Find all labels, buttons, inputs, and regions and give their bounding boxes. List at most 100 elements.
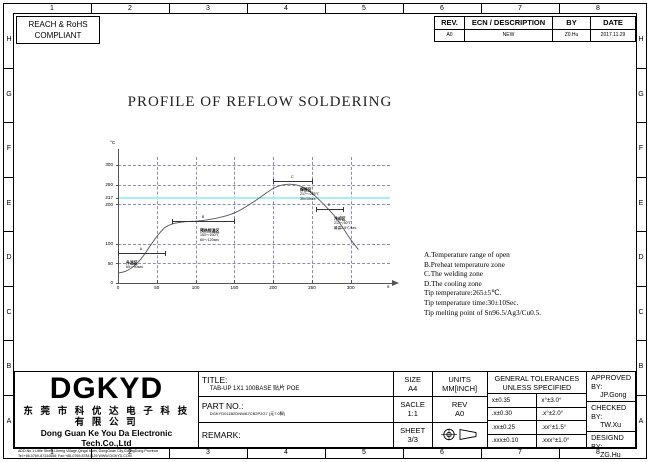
chart-y-tick-label: 217 <box>105 194 113 200</box>
designed-by-label: DESIGND BY: <box>591 433 624 451</box>
chart-span-bar-C <box>273 181 312 182</box>
compliance-line-1: REACH & RoHS <box>28 20 88 29</box>
process-note-6: Tip temperature time:30±10Sec. <box>424 297 519 307</box>
border-tick <box>403 3 404 13</box>
chart-gridline-h <box>118 204 390 206</box>
chart-y-tick <box>116 263 119 265</box>
chart-x-tick <box>195 280 197 283</box>
chart-x-tick-label: 300 <box>346 285 355 290</box>
field-title-value: TAB-UP 1X1 100BASE 贴片 POE <box>209 386 300 393</box>
chart-annotation-B: 预热恒温区 150～200℃ 60～120sec <box>200 228 219 242</box>
tolerance-header-line-2: UNLESS SPECIFIED <box>502 382 572 392</box>
approved-by-label: APPROVED BY: <box>591 373 632 391</box>
tolerance-row: x±0.35 x°±3.0° <box>487 394 587 408</box>
border-tick <box>247 449 248 459</box>
chart-y-tick <box>116 164 119 166</box>
scale-cell: SACLE 1:1 <box>393 397 432 423</box>
field-title-label: TITLE: <box>201 375 228 386</box>
border-zone-row-A: A <box>6 417 12 425</box>
tolerance-table: GENERAL TOLERANCES UNLESS SPECIFIED x±0.… <box>487 372 588 447</box>
border-tick <box>3 340 13 341</box>
field-remark: REMARK: <box>199 423 393 447</box>
process-note-2: B.Preheat temperature zone <box>424 259 505 269</box>
border-tick <box>91 449 92 459</box>
checked-by-value: TW.Xu <box>600 422 622 429</box>
revision-header-description: ECN / DESCRIPTION <box>465 17 553 29</box>
border-zone-col-8: 8 <box>596 5 600 12</box>
scale-label: SACLE <box>400 400 425 410</box>
title-block: DGKYD 东 莞 市 科 优 达 电 子 科 技 有 限 公 司 Dong G… <box>14 371 636 459</box>
chart-annotation-line-A-1: 60～90sec <box>126 265 144 270</box>
revision-header-by: BY <box>553 17 591 29</box>
border-zone-col-3: 3 <box>206 449 210 456</box>
border-zone-col-7: 7 <box>518 449 522 456</box>
approved-by-row: APPROVED BY: JP.Gong <box>587 372 636 402</box>
field-partno-value: DGKYD011B2DNWA7CB2P2G7 (无7.0脚) <box>209 411 286 417</box>
chart-y-tick <box>116 197 119 199</box>
chart-x-axis-label: s <box>387 285 390 290</box>
chart-span-marker-B: B <box>201 215 205 219</box>
company-contact: Tel:+86-0769-87334668; Fax:+86-0769-8784… <box>18 453 132 458</box>
chart-span-cap-left-C <box>273 178 275 184</box>
designed-by-row: DESIGND BY: ZG.Hu <box>587 432 635 461</box>
border-zone-col-5: 5 <box>362 449 366 456</box>
chart-y-tick <box>116 243 119 245</box>
border-zone-row-E: E <box>638 199 644 207</box>
border-tick <box>637 122 647 123</box>
chart-y-tick-label: 50 <box>107 260 113 266</box>
chart-span-cap-left-A <box>118 250 119 256</box>
border-zone-row-F: F <box>6 145 12 153</box>
border-tick <box>3 67 13 69</box>
chart-span-cap-right-B <box>234 218 236 224</box>
chart-x-tick <box>118 280 119 283</box>
revision-cell-description: NEW <box>465 29 553 41</box>
tolerance-rows: x±0.35 x°±3.0° .x±0.30 .x°±2.0° .xx±0.25 .xx°… <box>487 394 587 447</box>
border-zone-col-4: 4 <box>284 449 288 456</box>
border-zone-row-H: H <box>6 36 12 44</box>
border-tick <box>169 449 170 459</box>
size-label: SIZE <box>404 375 421 385</box>
chart-x-tick <box>156 280 158 283</box>
company-logo: DGKYD <box>49 372 164 405</box>
border-zone-row-G: G <box>638 90 644 98</box>
border-tick <box>637 231 647 232</box>
border-tick <box>637 176 647 178</box>
border-zone-col-6: 6 <box>440 449 444 456</box>
chart-y-tick-label: 200 <box>105 201 113 207</box>
units-rev-projection-column: UNITS MM[INCH] REV A0 <box>432 372 488 447</box>
chart-annotation-line-C-1: 217～265℃ <box>300 192 320 197</box>
compliance-line-2: COMPLIANT <box>34 31 82 40</box>
chart-y-tick-label: 0 <box>110 280 113 286</box>
border-zone-col-6: 6 <box>440 5 444 12</box>
border-tick <box>481 449 482 459</box>
chart-x-tick-label: 200 <box>269 285 277 290</box>
border-tick <box>91 3 92 13</box>
chart-span-cap-left-B <box>172 218 174 224</box>
tolerance-linear-2: .x±0.30 <box>488 407 538 420</box>
tolerance-angular-2: .x°±2.0° <box>541 410 564 418</box>
process-note-4: D.The cooling zone <box>424 278 482 288</box>
chart-gridline-v <box>273 157 275 283</box>
border-zone-col-1: 1 <box>50 449 54 456</box>
tolerance-angular-3: .xx°±1.5° <box>541 423 567 431</box>
chart-gridline-v <box>350 157 352 283</box>
chart-x-tick-label: 100 <box>191 285 200 290</box>
border-tick <box>3 176 13 178</box>
border-zone-row-A: A <box>638 417 644 425</box>
border-tick <box>325 3 326 13</box>
size-scale-sheet-column: SIZE A4 SACLE 1:1 SHEET 3/3 <box>393 372 433 447</box>
chart-span-bar-A <box>118 253 165 254</box>
chart-span-marker-D: D <box>327 203 331 207</box>
approved-by-value: JP.Gong <box>600 392 627 399</box>
chart-gridline-h <box>118 164 390 166</box>
chart-y-tick <box>116 204 119 206</box>
revision-header-row: REV. ECN / DESCRIPTION BY DATE <box>435 17 635 30</box>
revision-table: REV. ECN / DESCRIPTION BY DATE A0 NEW Z0… <box>434 16 636 42</box>
company-block: DGKYD 东 莞 市 科 优 达 电 子 科 技 有 限 公 司 Dong G… <box>15 372 199 458</box>
border-tick <box>481 3 482 13</box>
chart-x-tick-label: 150 <box>230 285 239 290</box>
field-partno-label: PART NO.: <box>201 401 244 412</box>
reflow-curve <box>117 183 359 274</box>
revision-cell-rev: A0 <box>435 29 465 41</box>
designed-by-value: ZG.Hu <box>600 452 621 459</box>
